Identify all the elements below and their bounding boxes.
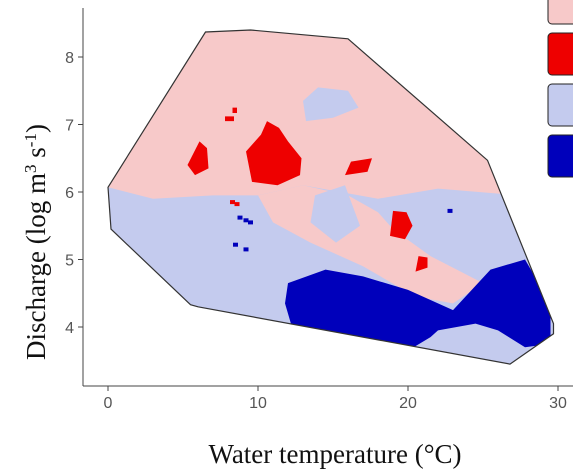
heatmap-region-8: [345, 158, 372, 176]
heatmap-cell-0-0: [237, 215, 243, 220]
x-tick-label-0: 0: [104, 395, 113, 412]
y-axis-title-base: Discharge (log m: [21, 173, 51, 360]
heatmap-region-6: [187, 141, 209, 176]
x-tick-label-10: 10: [249, 395, 267, 412]
heatmap-region-11: [225, 116, 234, 122]
legend: [547, 0, 573, 178]
y-axis-title-mid: s: [21, 147, 51, 164]
heatmap-cell-0-5: [447, 208, 453, 213]
heatmap-cell-0-1: [243, 218, 249, 223]
heatmap-region-10: [415, 256, 428, 272]
legend-swatch-0: [547, 0, 573, 25]
heatmap-cell-1-0: [230, 200, 235, 205]
y-tick-label-5: 5: [65, 253, 74, 270]
y-tick-label-8: 8: [65, 50, 74, 67]
heatmap-region-2: [310, 185, 360, 243]
heatmap-region-3: [415, 192, 444, 226]
heatmap-region-12: [232, 107, 237, 113]
x-axis-title: Water temperature (°C): [209, 439, 462, 469]
y-axis-title-end: ): [21, 124, 51, 133]
heatmap-region-4: [303, 87, 359, 122]
boundary-outline: [107, 29, 555, 365]
heatmap-region-5: [285, 259, 551, 351]
legend-swatch-3: [547, 134, 573, 178]
y-tick-label-7: 7: [65, 118, 74, 135]
axes: 0 10 20 30 4 5 6 7 8: [65, 50, 567, 412]
y-axis-title-sup1: 3: [21, 164, 40, 173]
heatmap-region-9: [390, 210, 413, 240]
heatmap-cell-0-3: [233, 242, 238, 247]
y-axis-title-sup2: -1: [21, 133, 40, 147]
y-axis-title: Discharge (log m3 s-1): [21, 124, 52, 360]
heatmap-cell-0-4: [243, 247, 249, 252]
x-tick-label-20: 20: [399, 395, 417, 412]
y-tick-label-6: 6: [65, 185, 74, 202]
heatmap-cell-1-1: [234, 202, 240, 207]
x-tick-label-30: 30: [549, 395, 567, 412]
heatmap-cell-0-2: [248, 220, 253, 225]
heatmap-region-7: [246, 121, 302, 186]
y-tick-label-4: 4: [65, 320, 74, 337]
plot-area: [107, 29, 555, 365]
legend-swatch-2: [547, 83, 573, 127]
legend-swatch-1: [547, 32, 573, 76]
